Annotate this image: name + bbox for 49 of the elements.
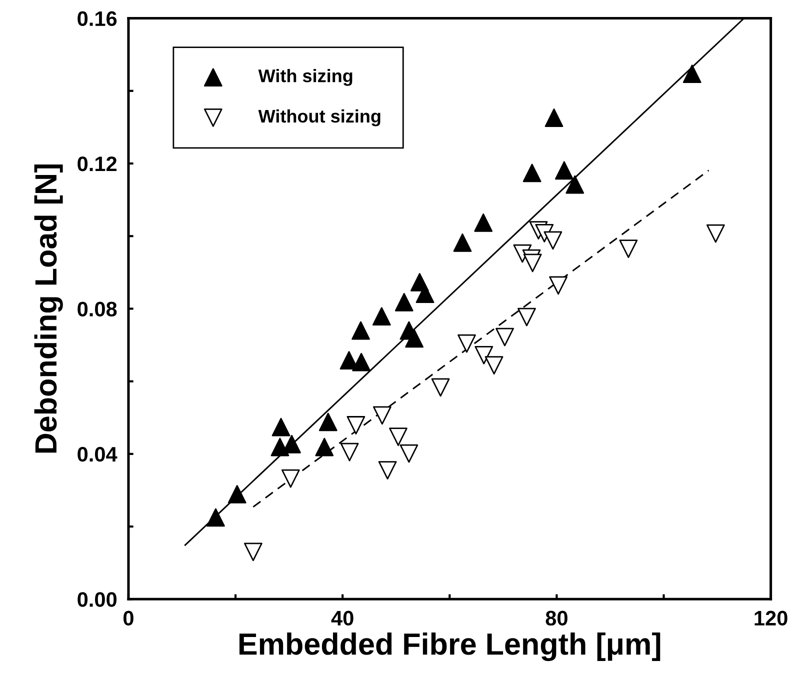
point — [474, 346, 494, 364]
point — [346, 416, 366, 434]
point — [544, 231, 562, 250]
y-tick-label: 0.00 — [78, 592, 117, 607]
y-tick-label: 0.08 — [78, 302, 117, 316]
point — [318, 412, 338, 432]
point — [372, 307, 391, 326]
point — [228, 485, 246, 504]
point — [544, 108, 564, 127]
x-tick-label: 80 — [546, 610, 568, 626]
point — [453, 233, 472, 252]
point — [484, 356, 504, 375]
x-tick-label: 120 — [754, 610, 788, 626]
point — [554, 161, 574, 180]
point — [272, 418, 290, 436]
y-tick-label: 0.04 — [78, 446, 118, 462]
x-tick-label: 0 — [123, 610, 134, 626]
point — [352, 321, 370, 340]
point — [372, 406, 392, 425]
point — [458, 334, 476, 353]
point — [474, 213, 493, 232]
point — [394, 292, 414, 312]
point — [522, 164, 542, 182]
point — [706, 224, 725, 243]
point — [431, 378, 450, 397]
point — [405, 329, 424, 348]
y-tick-label: 0.16 — [78, 11, 117, 26]
x-axis-title: Embedded Fibre Length [μm] — [239, 632, 660, 662]
point — [315, 438, 334, 456]
point — [518, 308, 536, 326]
y-tick-label: 0.12 — [78, 156, 117, 172]
point — [549, 276, 568, 295]
point — [400, 444, 418, 463]
point — [523, 254, 542, 272]
x-tick-label: 40 — [331, 610, 354, 626]
point — [389, 428, 408, 446]
point — [496, 328, 514, 346]
point — [378, 461, 397, 480]
point — [206, 508, 225, 527]
y-axis-title: Debonding Load [N] — [34, 164, 63, 453]
point — [340, 442, 359, 462]
point — [244, 542, 262, 562]
point — [352, 352, 371, 372]
legend-label: With sizing — [258, 68, 352, 86]
legend-label: Without sizing — [258, 109, 380, 126]
point — [682, 64, 702, 84]
point — [281, 469, 300, 488]
point — [619, 240, 638, 258]
point — [566, 175, 584, 194]
